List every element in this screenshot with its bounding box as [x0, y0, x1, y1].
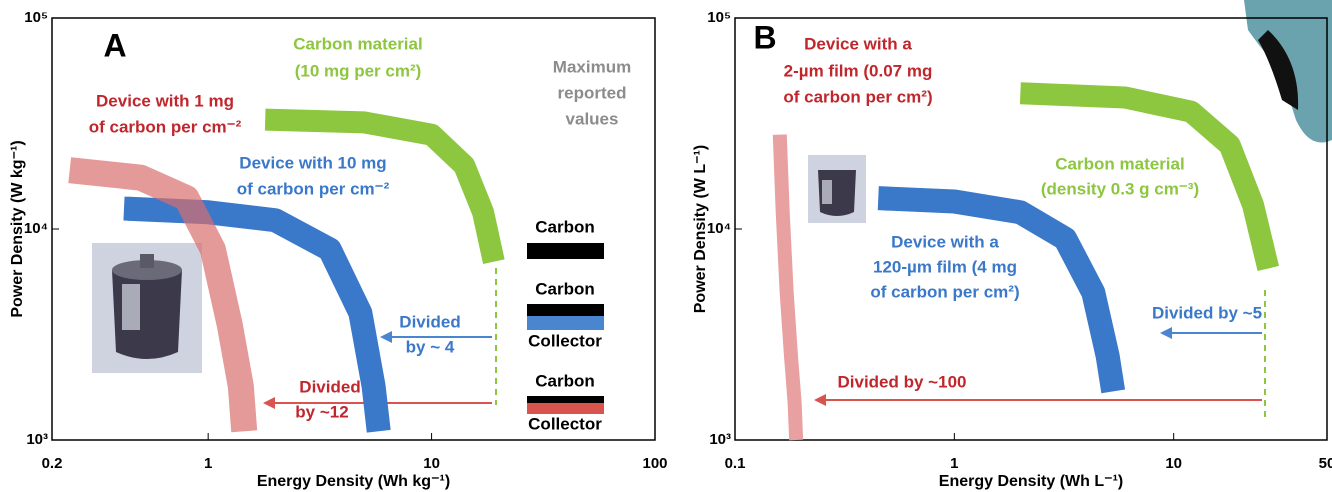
- annotation: Device with 10 mg: [239, 153, 386, 172]
- y-tick-label: 10³: [26, 431, 48, 448]
- annotation: 2-µm film (0.07 mg: [784, 61, 933, 80]
- annotation: Collector: [528, 331, 602, 350]
- x-axis-label: Energy Density (Wh kg⁻¹): [257, 473, 450, 490]
- annotation: 120-µm film (4 mg: [873, 257, 1017, 276]
- arrow-head: [263, 397, 275, 409]
- annotation: Divided: [399, 312, 460, 331]
- x-tick-label: 10: [423, 455, 440, 472]
- annotation: Carbon: [535, 279, 595, 298]
- panel-letter: B: [753, 19, 776, 55]
- annotation: Divided by ~5: [1152, 303, 1262, 322]
- y-tick-label: 10⁵: [707, 9, 731, 26]
- y-tick-label: 10⁵: [24, 9, 48, 26]
- x-tick-label: 50: [1319, 455, 1332, 472]
- annotation: Device with 1 mg: [96, 91, 234, 110]
- x-tick-label: 0.1: [725, 455, 746, 472]
- x-tick-label: 1: [204, 455, 212, 472]
- annotation: of carbon per cm⁻²: [89, 117, 242, 136]
- panel: 0.1 1 10 50 10³ 10⁴ 10⁵ Device with a 2-µm film …: [692, 9, 1332, 490]
- y-axis-label: Power Density (W kg⁻¹): [9, 140, 26, 317]
- annotation: values: [566, 109, 619, 128]
- annotation: by ~ 4: [406, 337, 455, 356]
- annotation: Divided by ~100: [838, 372, 967, 391]
- annotation: Maximum: [553, 57, 631, 76]
- annotation: Carbon material: [293, 34, 422, 53]
- annotation: Carbon: [535, 371, 595, 390]
- annotation: reported: [558, 83, 627, 102]
- y-tick-label: 10⁴: [24, 220, 48, 237]
- x-tick-label: 1: [950, 455, 958, 472]
- x-axis-label: Energy Density (Wh L⁻¹): [939, 473, 1123, 490]
- legend-collector: [527, 403, 604, 414]
- annotation: of carbon per cm⁻²: [237, 179, 390, 198]
- legend-collector: [527, 316, 604, 330]
- arrow-head: [1160, 327, 1172, 339]
- annotation: Carbon: [535, 217, 595, 236]
- annotation: Carbon material: [1055, 154, 1184, 173]
- y-tick-label: 10³: [709, 431, 731, 448]
- annotation: (10 mg per cm²): [295, 61, 422, 80]
- device-window-small: [822, 180, 832, 204]
- annotation: by ~12: [295, 402, 348, 421]
- arrow-head: [380, 331, 392, 343]
- arrow-head: [814, 394, 826, 406]
- device-pin: [140, 254, 154, 268]
- annotation: of carbon per cm²): [870, 282, 1019, 301]
- annotation: Device with a: [804, 34, 912, 53]
- y-axis-label: Power Density (W L⁻¹): [692, 145, 709, 313]
- x-tick-label: 10: [1165, 455, 1182, 472]
- device-window: [122, 284, 140, 330]
- legend-carbon: [527, 396, 604, 403]
- band: [780, 135, 796, 440]
- x-tick-label: 0.2: [42, 455, 63, 472]
- figure: 0.2 1 10 100 10³ 10⁴ 10⁵ Device with 1 mg of car…: [0, 0, 1332, 492]
- legend-carbon: [527, 304, 604, 316]
- page: {"chart_data":[ {"type":"line","title":"…: [0, 0, 1332, 492]
- annotation: Collector: [528, 414, 602, 433]
- panel-letter: A: [103, 27, 126, 63]
- legend-carbon: [527, 243, 604, 259]
- annotation: Divided: [299, 377, 360, 396]
- annotation: (density 0.3 g cm⁻³): [1041, 179, 1199, 198]
- annotation: of carbon per cm²): [783, 87, 932, 106]
- x-tick-label: 100: [642, 455, 667, 472]
- annotation: Device with a: [891, 232, 999, 251]
- y-tick-label: 10⁴: [707, 220, 731, 237]
